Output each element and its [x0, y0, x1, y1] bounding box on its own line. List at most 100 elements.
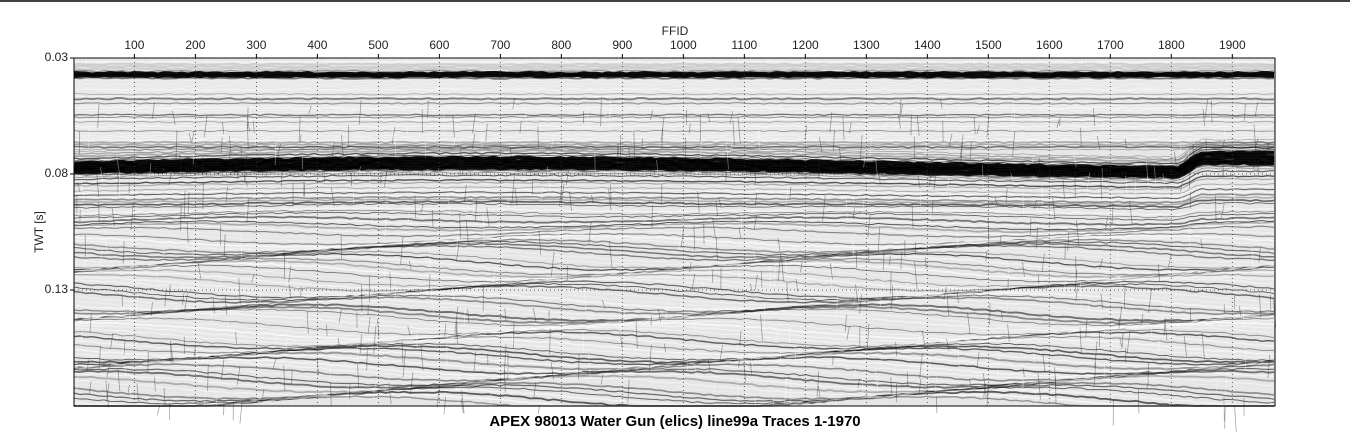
- x-tick-label: 1700: [1097, 38, 1124, 52]
- noise: [1141, 313, 1144, 325]
- reflector: [73, 273, 1275, 293]
- reflector: [73, 225, 1275, 238]
- reflector: [73, 60, 1275, 64]
- noise: [235, 331, 237, 345]
- noise: [1245, 405, 1249, 422]
- noise: [1215, 195, 1217, 223]
- noise: [899, 99, 902, 120]
- x-tick-label: 400: [307, 38, 327, 52]
- noise: [1211, 100, 1213, 123]
- noise: [366, 349, 368, 371]
- noise: [111, 208, 115, 227]
- reflector: [73, 277, 1275, 297]
- x-tick-label: 300: [246, 38, 266, 52]
- noise: [1129, 201, 1133, 225]
- noise: [533, 381, 537, 398]
- noise: [361, 285, 363, 312]
- reflector: [73, 207, 1275, 216]
- noise: [779, 159, 784, 173]
- noise: [410, 371, 414, 394]
- noise: [164, 290, 167, 307]
- noise: [1146, 380, 1150, 390]
- noise: [128, 380, 132, 401]
- noise: [175, 130, 178, 159]
- noise: [183, 190, 186, 218]
- reflector: [73, 67, 1275, 71]
- reflector: [73, 177, 1275, 191]
- noise: [1238, 305, 1241, 316]
- noise: [1118, 275, 1122, 290]
- noise: [228, 152, 232, 176]
- noise: [921, 330, 926, 346]
- noise: [794, 344, 797, 366]
- noise: [686, 360, 689, 371]
- noise: [1153, 167, 1157, 185]
- reflector: [73, 148, 1275, 151]
- noise: [514, 187, 518, 206]
- noise: [316, 358, 320, 375]
- noise: [147, 351, 149, 374]
- reflector: [73, 360, 1275, 380]
- noise: [1105, 217, 1108, 231]
- noise: [512, 337, 516, 349]
- noise: [737, 268, 740, 281]
- noise: [560, 183, 565, 203]
- noise: [1229, 377, 1232, 387]
- noise: [243, 156, 248, 183]
- reflector: [73, 62, 1275, 67]
- noise: [1099, 258, 1103, 270]
- noise: [1094, 362, 1096, 386]
- noise: [1145, 161, 1149, 182]
- noise: [523, 107, 528, 130]
- noise: [873, 163, 877, 177]
- noise: [337, 337, 340, 349]
- noise: [1074, 269, 1078, 293]
- noise: [572, 282, 576, 298]
- reflector: [73, 71, 1275, 76]
- noise: [1063, 276, 1067, 298]
- noise: [1126, 331, 1131, 355]
- noise: [130, 202, 134, 230]
- noise: [106, 383, 110, 401]
- reflector: [73, 204, 1275, 213]
- noise: [754, 160, 757, 186]
- noise: [718, 197, 722, 208]
- noise: [195, 98, 199, 117]
- noise: [906, 275, 909, 290]
- reflector: [73, 113, 1274, 117]
- noise: [997, 354, 999, 379]
- noise: [732, 120, 735, 146]
- noise: [609, 240, 613, 268]
- noise: [98, 345, 101, 370]
- noise: [619, 331, 623, 349]
- noise: [373, 326, 377, 354]
- noise: [650, 316, 652, 326]
- noise: [985, 250, 988, 262]
- seismic-image: [72, 58, 1277, 432]
- noise: [928, 354, 931, 382]
- reflector: [73, 223, 1274, 236]
- noise: [931, 200, 934, 214]
- noise: [1200, 239, 1203, 249]
- noise: [649, 110, 654, 121]
- noise: [677, 238, 682, 250]
- noise: [217, 277, 222, 290]
- noise: [89, 313, 92, 333]
- noise: [946, 338, 950, 351]
- noise: [123, 340, 126, 356]
- noise: [1037, 373, 1041, 400]
- noise: [959, 134, 964, 159]
- noise: [1079, 327, 1082, 355]
- noise: [367, 316, 371, 334]
- x-tick-label: 100: [124, 38, 144, 52]
- noise: [1147, 176, 1150, 190]
- noise: [89, 381, 92, 394]
- noise: [97, 103, 100, 128]
- x-tick-label: 1300: [853, 38, 880, 52]
- noise: [700, 277, 705, 288]
- noise: [88, 127, 90, 148]
- noise: [1101, 168, 1104, 182]
- reflector: [73, 193, 1275, 204]
- noise: [1125, 175, 1128, 198]
- noise: [1180, 178, 1184, 192]
